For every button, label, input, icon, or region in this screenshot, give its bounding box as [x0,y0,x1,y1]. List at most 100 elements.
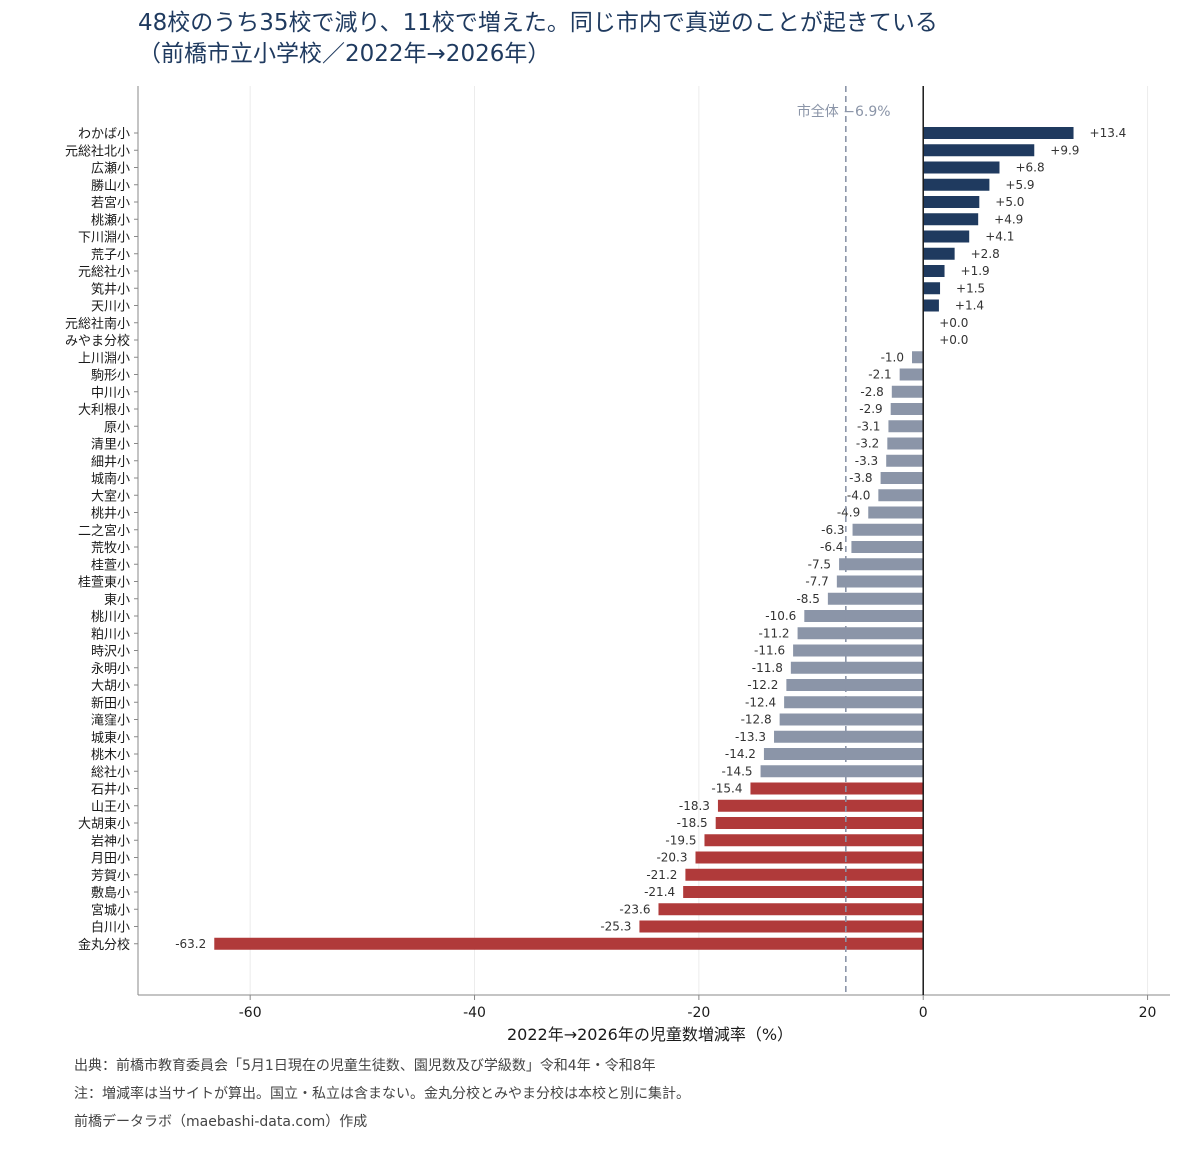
value-label: -4.9 [837,506,860,520]
value-label: -3.8 [849,471,872,485]
category-label: 敷島小 [91,886,130,901]
value-label: -63.2 [175,937,206,951]
value-label: +1.4 [955,299,984,313]
value-label: -12.2 [747,678,778,692]
category-label: 中川小 [91,386,130,401]
value-label: -2.1 [868,368,891,382]
bar [683,886,924,898]
value-label: +13.4 [1090,126,1127,140]
value-label: -3.3 [855,454,878,468]
category-label: 桃瀬小 [91,213,130,228]
bar [760,765,924,778]
category-label: 元総社北小 [65,143,130,159]
category-label: 下川淵小 [78,231,130,246]
value-label: +1.9 [961,264,990,278]
bar [695,851,924,864]
category-label: 岩神小 [91,834,130,849]
value-label: -14.5 [722,764,753,778]
bar [779,713,924,726]
category-label: 大室小 [91,488,130,504]
value-label: -12.8 [741,713,772,727]
value-label: -18.5 [677,816,708,830]
x-tick-label: 0 [919,1005,928,1021]
bar [891,385,924,398]
category-label: 大利根小 [78,403,130,418]
bar [886,454,924,467]
title-line-2: （前橋市立小学校／2022年→2026年） [138,41,551,67]
bar [880,472,924,484]
bar [685,868,924,881]
category-label: 桃井小 [91,507,130,522]
value-label: -19.5 [665,833,696,847]
bar [912,351,924,364]
value-label: -12.4 [745,695,776,709]
category-label: 永明小 [91,662,130,677]
category-label: 城東小 [91,730,130,746]
bar [750,782,924,795]
category-label: 桃川小 [91,610,130,625]
value-label: +2.8 [971,247,1000,261]
bar [851,541,924,553]
value-label: -18.3 [679,799,710,813]
value-label: -6.3 [821,523,844,537]
value-label: -3.1 [857,419,880,433]
bar [717,799,924,812]
value-label: +4.9 [994,212,1023,226]
value-label: -23.6 [619,902,650,916]
value-label: +1.5 [956,281,985,295]
category-label: 荒子小 [91,248,130,263]
category-label: 二之宮小 [78,523,130,539]
bar [704,834,924,847]
bar [715,817,924,829]
bar [923,213,979,226]
bar [923,265,945,277]
value-label: -21.2 [646,868,677,882]
category-label: 白川小 [91,920,130,936]
bar [899,368,924,381]
bar [923,161,1000,174]
category-label: 東小 [104,592,130,608]
bar [923,247,955,260]
category-label: わかば小 [78,127,130,142]
value-label: -7.7 [805,575,828,589]
bar [790,661,924,674]
x-tick-label: -20 [687,1005,710,1021]
value-label: -11.8 [752,661,783,675]
bar [923,144,1035,157]
value-label: -20.3 [656,851,687,865]
category-label: 新田小 [91,695,130,711]
bar [923,178,990,191]
bar [878,489,924,502]
value-label: +0.0 [939,333,968,347]
value-label: -11.6 [754,644,785,658]
bar [784,696,924,709]
category-label: 大胡東小 [78,816,130,832]
bar [797,627,924,640]
chart-title: 48校のうち35校で減り、11校で増えた。同じ市内で真逆のことが起きている （前… [138,8,938,70]
category-label: 桂萱小 [91,558,130,573]
value-label: +5.9 [1005,178,1034,192]
value-label: +0.0 [939,316,968,330]
value-label: -4.0 [847,488,870,502]
x-tick-label: 20 [1139,1005,1157,1021]
category-label: 原小 [104,420,130,435]
category-label: 荒牧小 [91,541,130,556]
value-label: +5.0 [995,195,1024,209]
category-label: 石井小 [91,783,130,798]
remark-note: 注：増減率は当サイトが算出。国立・私立は含まない。金丸分校とみやま分校は本校と別… [74,1086,690,1102]
category-label: 時沢小 [91,645,130,660]
category-label: 宮城小 [91,902,130,918]
x-tick-label: -40 [463,1005,486,1021]
category-label: 大胡小 [91,679,130,694]
x-axis-label: 2022年→2026年の児童数増減率（%） [507,1025,793,1044]
category-label: 上川淵小 [78,351,130,366]
category-label: 勝山小 [91,179,130,194]
x-tick-label: -60 [239,1005,262,1021]
category-label: 芳賀小 [91,869,130,884]
bar [923,196,980,208]
value-label: +4.1 [985,230,1014,244]
bar [923,299,939,312]
category-label: 月田小 [91,852,130,867]
bar [839,558,924,571]
